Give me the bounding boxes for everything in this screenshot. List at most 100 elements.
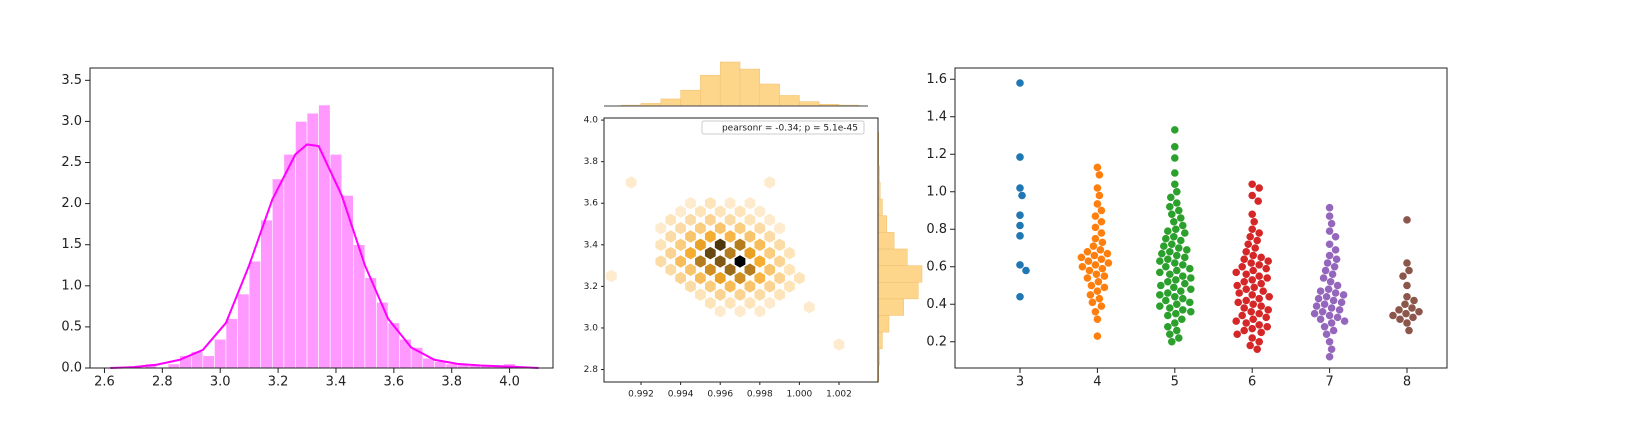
swarm-point	[1255, 261, 1263, 269]
swarm-point	[1089, 242, 1098, 250]
histogram-bar	[364, 277, 377, 369]
swarm-point	[1016, 184, 1024, 192]
y-tick-label: 1.2	[926, 147, 947, 162]
swarm-point	[1095, 171, 1104, 179]
swarm-point	[1395, 306, 1403, 314]
swarm-point	[1171, 259, 1179, 267]
swarm-point	[1086, 291, 1095, 299]
hex-cell	[714, 238, 726, 252]
hex-cell	[724, 230, 736, 243]
hex-cell	[605, 269, 617, 283]
swarm-point	[1399, 272, 1407, 280]
swarm-point	[1179, 306, 1187, 314]
swarm-point	[1093, 287, 1102, 295]
hex-cell	[704, 197, 716, 210]
swarm-point	[1166, 304, 1174, 312]
hex-cell	[675, 221, 686, 235]
swarm-point	[1183, 246, 1191, 254]
hex-cell	[685, 280, 696, 293]
swarm-point	[1171, 319, 1179, 327]
swarm-point	[1016, 292, 1024, 301]
swarm-point	[1333, 281, 1342, 290]
histogram-bar	[167, 363, 181, 369]
x-tick-label: 3.0	[210, 375, 231, 390]
x-tick-label: 1.002	[826, 390, 852, 400]
swarm-point	[1078, 262, 1087, 271]
swarm-point	[1093, 184, 1102, 192]
swarm-point	[1016, 79, 1024, 87]
hex-cell	[704, 263, 716, 276]
swarm-point	[1178, 315, 1186, 324]
swarm-point	[1327, 345, 1336, 354]
swarm-point	[1248, 291, 1256, 299]
swarm-point	[1233, 330, 1241, 339]
swarm-point	[1166, 270, 1174, 279]
hex-cell	[695, 271, 706, 285]
swarm-point	[1166, 202, 1174, 211]
swarm-point	[1168, 240, 1176, 249]
swarm-point	[1249, 266, 1257, 275]
histogram-bar	[318, 104, 331, 369]
swarm-point	[1327, 219, 1336, 228]
swarm-point	[1177, 236, 1185, 245]
swarm-point	[1247, 307, 1255, 316]
swarm-point	[1257, 253, 1265, 262]
swarm-point	[1097, 217, 1106, 226]
hex-cell	[695, 238, 706, 252]
swarm-point	[1171, 169, 1179, 177]
hex-cell	[724, 246, 736, 260]
swarm-point	[1235, 289, 1243, 297]
swarm-point	[1335, 306, 1344, 314]
y-tick-label: 3.4	[584, 240, 599, 250]
swarm-point	[1092, 270, 1101, 279]
swarm-point	[1173, 187, 1181, 196]
swarm-point	[1179, 221, 1187, 230]
x-tick-label: 1.000	[787, 390, 813, 400]
marginal-bar	[700, 74, 721, 107]
hex-cell	[714, 305, 726, 318]
swarm-point	[1093, 200, 1102, 208]
swarm-point	[1156, 268, 1164, 277]
histogram-bar	[237, 293, 250, 369]
histogram-bar	[306, 112, 319, 369]
x-tick-label: 7	[1325, 375, 1333, 390]
swarm-point	[1403, 292, 1411, 301]
swarm-point	[1405, 326, 1413, 335]
hex-cell	[794, 271, 805, 285]
swarm-point	[1095, 191, 1104, 200]
marginal-bar	[877, 281, 919, 300]
hex-cell	[655, 238, 667, 252]
swarm-point	[1333, 313, 1342, 322]
swarm-point	[1172, 225, 1180, 234]
hex-cell	[724, 280, 736, 293]
swarm-point	[1242, 270, 1250, 279]
hex-cell	[754, 288, 766, 301]
swarm-point	[1248, 191, 1256, 200]
swarm-point	[1410, 296, 1418, 305]
swarm-point	[1326, 277, 1335, 286]
swarm-point	[1164, 227, 1172, 235]
hex-cell	[754, 205, 766, 218]
swarm-point	[1187, 285, 1195, 294]
swarm-point	[1162, 234, 1170, 243]
hex-cell	[685, 230, 696, 243]
hex-cell	[675, 205, 686, 218]
swarm-point	[1320, 300, 1329, 309]
swarm-point	[1100, 283, 1109, 292]
swarm-point	[1016, 221, 1024, 230]
x-tick-label: 3.4	[326, 375, 347, 390]
swarm-point	[1254, 197, 1262, 205]
swarm-point	[1255, 309, 1263, 318]
hex-cell	[784, 246, 795, 260]
swarm-point	[1091, 212, 1100, 220]
swarm-point	[1314, 294, 1323, 303]
swarm-point	[1403, 216, 1411, 224]
y-tick-label: 3.0	[584, 323, 599, 333]
swarm-point	[1097, 302, 1106, 310]
y-tick-label: 2.5	[61, 155, 82, 170]
histogram-bar	[202, 355, 215, 369]
hex-cell	[704, 246, 716, 260]
swarm-point	[1242, 285, 1250, 294]
axes-frame	[89, 67, 554, 369]
x-tick-label: 0.996	[707, 390, 733, 400]
